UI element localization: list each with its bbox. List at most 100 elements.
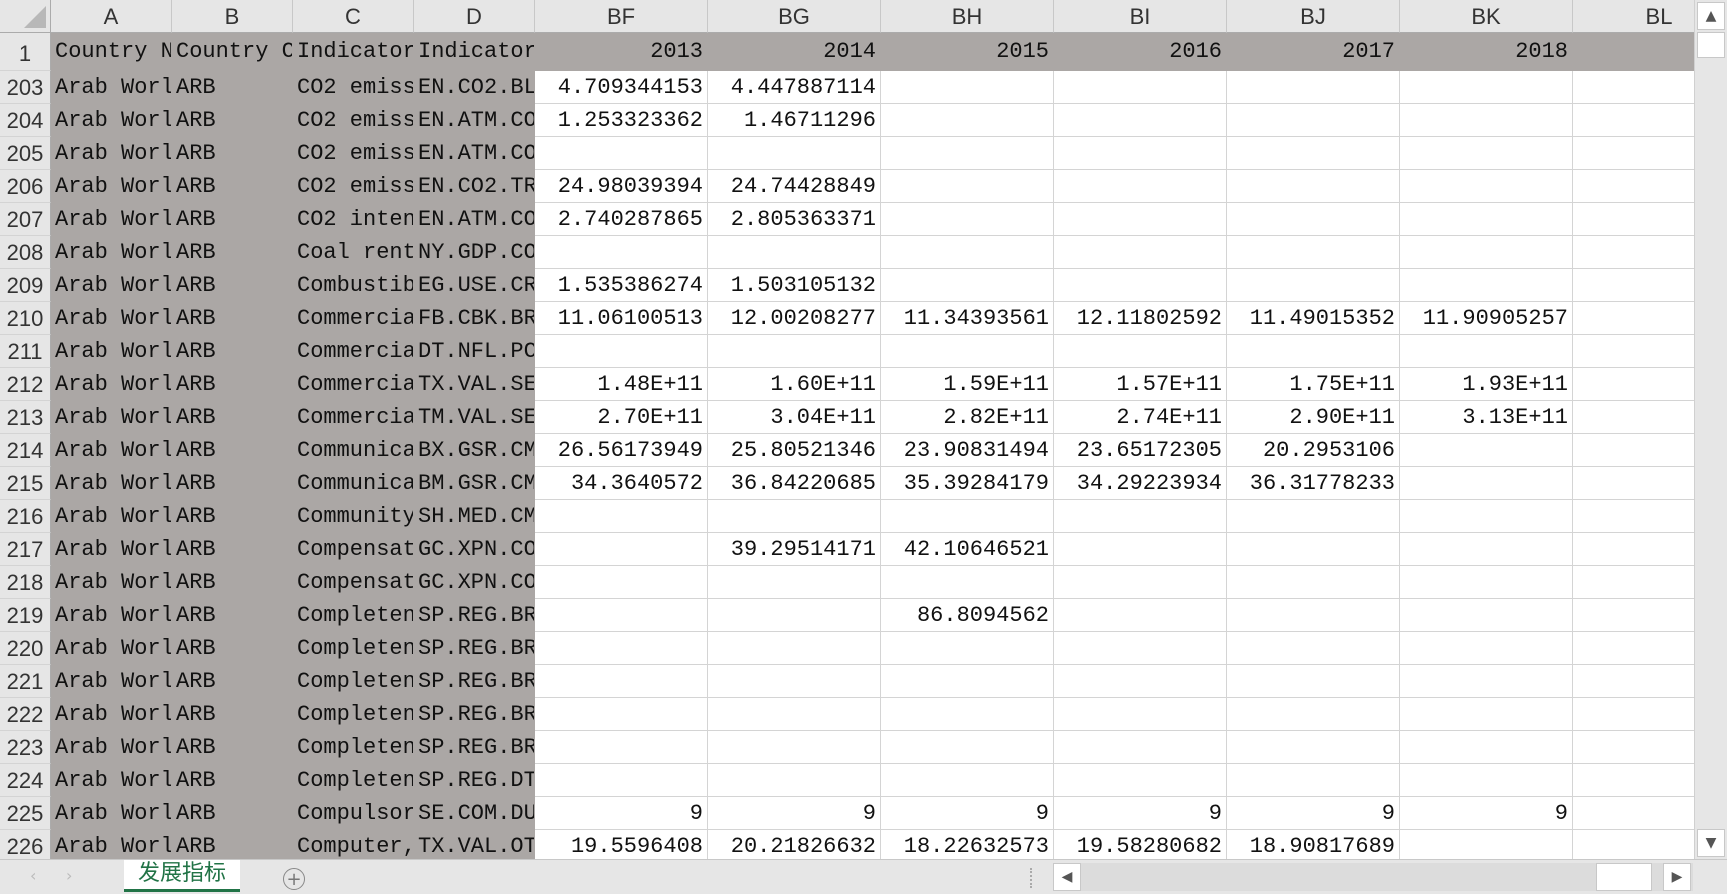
table-cell[interactable] <box>1400 104 1573 137</box>
table-cell[interactable] <box>881 269 1054 302</box>
row-header[interactable]: 209 <box>0 269 51 302</box>
table-cell[interactable]: Arab Worl <box>51 731 172 764</box>
table-cell[interactable] <box>535 764 708 797</box>
table-cell[interactable] <box>1573 632 1694 665</box>
table-cell[interactable] <box>708 764 881 797</box>
table-cell[interactable]: ARB <box>172 104 293 137</box>
table-cell[interactable] <box>708 236 881 269</box>
table-cell[interactable]: 25.80521346 <box>708 434 881 467</box>
table-cell[interactable]: Arab Worl <box>51 698 172 731</box>
table-cell[interactable]: ARB <box>172 797 293 830</box>
row-header[interactable]: 219 <box>0 599 51 632</box>
table-cell[interactable] <box>1573 335 1694 368</box>
column-header-BG[interactable]: BG <box>708 0 881 33</box>
table-cell[interactable]: 26.56173949 <box>535 434 708 467</box>
table-cell[interactable]: SP.REG.BR <box>414 698 535 731</box>
scroll-up-icon[interactable]: ▲ <box>1697 2 1725 30</box>
table-cell[interactable] <box>708 137 881 170</box>
header-cell[interactable]: 2016 <box>1054 33 1227 71</box>
table-cell[interactable] <box>1573 71 1694 104</box>
table-cell[interactable]: ARB <box>172 170 293 203</box>
table-cell[interactable]: 1.253323362 <box>535 104 708 137</box>
table-cell[interactable] <box>1227 665 1400 698</box>
table-cell[interactable]: Arab Worl <box>51 269 172 302</box>
table-cell[interactable]: 3.13E+11 <box>1400 401 1573 434</box>
table-cell[interactable]: ARB <box>172 203 293 236</box>
table-cell[interactable]: Arab Worl <box>51 335 172 368</box>
table-cell[interactable]: 18.90817689 <box>1227 830 1400 859</box>
row-header[interactable]: 213 <box>0 401 51 434</box>
table-cell[interactable]: BM.GSR.CM <box>414 467 535 500</box>
table-cell[interactable] <box>1573 665 1694 698</box>
header-cell[interactable]: Country N <box>51 33 172 71</box>
table-cell[interactable] <box>1400 170 1573 203</box>
table-cell[interactable] <box>1054 203 1227 236</box>
table-cell[interactable]: Arab Worl <box>51 137 172 170</box>
spreadsheet-grid[interactable]: A B C D BF BG BH BI BJ BK BL 1 Country N Country C Ind… <box>0 0 1694 859</box>
row-header[interactable]: 222 <box>0 698 51 731</box>
table-cell[interactable]: 34.29223934 <box>1054 467 1227 500</box>
table-cell[interactable]: 9 <box>1400 797 1573 830</box>
row-header[interactable]: 216 <box>0 500 51 533</box>
table-cell[interactable]: GC.XPN.CO <box>414 533 535 566</box>
table-cell[interactable]: Arab Worl <box>51 170 172 203</box>
column-header-D[interactable]: D <box>414 0 535 33</box>
table-cell[interactable]: ARB <box>172 236 293 269</box>
table-cell[interactable]: Arab Worl <box>51 566 172 599</box>
table-cell[interactable]: 2.70E+11 <box>535 401 708 434</box>
row-header[interactable]: 207 <box>0 203 51 236</box>
table-cell[interactable] <box>1227 566 1400 599</box>
table-cell[interactable] <box>1227 170 1400 203</box>
table-cell[interactable] <box>881 236 1054 269</box>
table-cell[interactable]: Arab Worl <box>51 797 172 830</box>
table-cell[interactable]: SP.REG.BR <box>414 731 535 764</box>
table-cell[interactable]: ARB <box>172 137 293 170</box>
table-cell[interactable] <box>1400 236 1573 269</box>
header-cell[interactable]: 2017 <box>1227 33 1400 71</box>
table-cell[interactable]: 4.447887114 <box>708 71 881 104</box>
table-cell[interactable]: TX.VAL.SE <box>414 368 535 401</box>
table-cell[interactable]: CO2 emiss <box>293 170 414 203</box>
table-cell[interactable]: EN.ATM.CO <box>414 137 535 170</box>
row-header[interactable]: 206 <box>0 170 51 203</box>
table-cell[interactable] <box>1227 335 1400 368</box>
table-cell[interactable]: Completen <box>293 698 414 731</box>
table-cell[interactable] <box>1400 203 1573 236</box>
table-cell[interactable]: 3.04E+11 <box>708 401 881 434</box>
table-cell[interactable] <box>881 500 1054 533</box>
table-cell[interactable] <box>881 665 1054 698</box>
table-cell[interactable] <box>881 764 1054 797</box>
row-header[interactable]: 221 <box>0 665 51 698</box>
table-cell[interactable] <box>535 698 708 731</box>
table-cell[interactable]: Communica <box>293 434 414 467</box>
select-all-button[interactable] <box>0 0 51 33</box>
table-cell[interactable]: TX.VAL.OT <box>414 830 535 859</box>
table-cell[interactable]: Completen <box>293 764 414 797</box>
table-cell[interactable]: Coal rent <box>293 236 414 269</box>
table-cell[interactable] <box>708 500 881 533</box>
table-cell[interactable] <box>881 566 1054 599</box>
table-cell[interactable]: ARB <box>172 434 293 467</box>
table-cell[interactable] <box>881 335 1054 368</box>
table-cell[interactable]: 1.48E+11 <box>535 368 708 401</box>
table-cell[interactable] <box>1573 434 1694 467</box>
table-cell[interactable]: Communica <box>293 467 414 500</box>
table-cell[interactable]: 1.75E+11 <box>1227 368 1400 401</box>
table-cell[interactable]: 1.535386274 <box>535 269 708 302</box>
table-cell[interactable] <box>1054 632 1227 665</box>
table-cell[interactable]: ARB <box>172 71 293 104</box>
header-cell[interactable]: Indicator <box>293 33 414 71</box>
column-header-BK[interactable]: BK <box>1400 0 1573 33</box>
table-cell[interactable] <box>1573 170 1694 203</box>
row-header[interactable]: 224 <box>0 764 51 797</box>
plus-circle-icon[interactable]: + <box>283 868 305 890</box>
table-cell[interactable] <box>1227 698 1400 731</box>
table-cell[interactable] <box>1400 137 1573 170</box>
table-cell[interactable] <box>1573 104 1694 137</box>
table-cell[interactable]: EN.CO2.BL <box>414 71 535 104</box>
table-cell[interactable] <box>535 599 708 632</box>
table-cell[interactable]: Commercia <box>293 368 414 401</box>
table-cell[interactable] <box>1227 533 1400 566</box>
table-cell[interactable]: 2.740287865 <box>535 203 708 236</box>
next-sheet-icon[interactable]: › <box>66 866 73 885</box>
